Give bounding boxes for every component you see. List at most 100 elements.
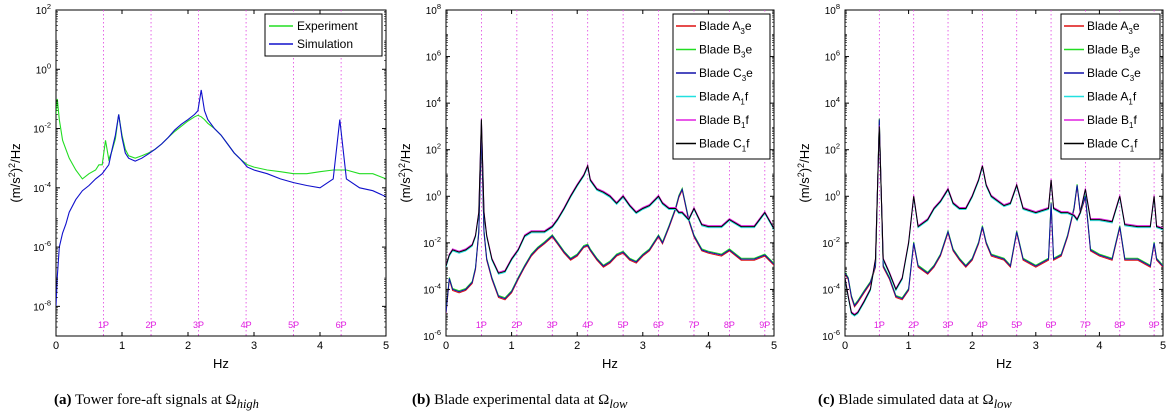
panel-b-ytick-label-2: 102 — [426, 142, 441, 157]
panel-b-ytick-exp-0: 0 — [437, 188, 441, 197]
panel-b-legend-prefix-4: Blade B — [699, 113, 741, 127]
panel-c-ytick-label-4: 104 — [825, 95, 840, 110]
panel-b-xtick-label-4: 4 — [705, 340, 711, 352]
panel-b-ytick-exp-2: 2 — [437, 142, 441, 151]
panel-b-ytick-base-2: 10 — [426, 146, 438, 157]
panel-a-ytick-label-0: 100 — [36, 61, 51, 76]
panel-a-ylabel: (m/s2)2/Hz — [7, 143, 23, 202]
panel-b-ylabel-part-3: 2 — [397, 163, 407, 168]
panel-a-ytick-base--8: 10 — [33, 302, 45, 313]
panel-b-harmonic-label-7P: 7P — [688, 320, 699, 330]
panel-c-ytick-label-6: 106 — [825, 49, 840, 64]
panel-b-plot-area — [445, 9, 775, 337]
panel-b-legend-sub-4: 1 — [741, 121, 746, 130]
panel-a-ytick-exp--6: -6 — [44, 239, 51, 248]
panel-c-ytick-base--2: 10 — [822, 239, 834, 250]
panel-b-ytick-exp--2: -2 — [434, 235, 441, 244]
panel-c-ytick-exp-6: 6 — [836, 49, 840, 58]
panel-a-ytick-base-2: 10 — [36, 6, 48, 17]
caption-a-text: Tower fore-aft signals at Ω — [74, 392, 237, 408]
panel-a-xtick-label-3: 3 — [251, 340, 257, 352]
panel-c-harmonic-label-8P: 8P — [1114, 320, 1125, 330]
panel-c-legend-suffix-4: f — [1133, 113, 1137, 127]
caption-a-label: (a) — [54, 392, 72, 408]
panel-b: 1P 2P 3P 4P 5P 6P 7P 8P 9P0 1 2 3 4 510-610-410-21001… — [397, 2, 777, 371]
panel-c-legend — [1060, 13, 1161, 160]
panel-b-legend-sub-2: 3 — [742, 74, 747, 83]
panel-c-ytick-base-6: 10 — [825, 53, 837, 64]
panel-a-harmonic-label-6P: 6P — [336, 320, 347, 330]
panel-c-harmonic-label-9P: 9P — [1149, 320, 1160, 330]
panel-b-ytick-base--2: 10 — [423, 239, 435, 250]
panel-a-ytick-base--4: 10 — [33, 184, 45, 195]
panel-c-harmonic-label-3P: 3P — [943, 320, 954, 330]
panel-a-harmonic-label-1P: 1P — [98, 320, 109, 330]
panel-c-harmonic-label-2P: 2P — [908, 320, 919, 330]
panel-c-legend-sub-3: 1 — [1128, 98, 1133, 107]
panel-b-ytick-base-0: 10 — [426, 192, 438, 203]
panel-c-legend-prefix-2: Blade C — [1087, 66, 1130, 80]
panel-b-ytick-label-4: 104 — [426, 95, 441, 110]
panel-c-ytick-exp-4: 4 — [836, 95, 840, 104]
panel-a-ytick-base--6: 10 — [33, 243, 45, 254]
panel-a-ytick-label--4: 10-4 — [33, 180, 51, 195]
caption-c: (c) Blade simulated data at Ωlow — [818, 392, 1012, 412]
panel-a-plot-area — [55, 9, 387, 337]
panel-b-ytick-label-6: 106 — [426, 49, 441, 64]
panel-c-legend-prefix-0: Blade A — [1087, 19, 1128, 33]
panel-c-legend-suffix-5: f — [1134, 137, 1138, 151]
panel-b-ylabel-part-4: /Hz — [398, 143, 413, 163]
panel-a-series-group — [56, 89, 386, 307]
panel-c-legend-label-4: Blade B1f — [1087, 113, 1137, 130]
panel-c-ytick-label-8: 108 — [825, 2, 840, 17]
panel-b-xtick-label-5: 5 — [771, 340, 777, 352]
panel-b-legend-prefix-5: Blade C — [699, 137, 742, 151]
panel-b-legend-suffix-0: e — [745, 19, 752, 33]
panel-c-ytick-base-8: 10 — [825, 6, 837, 17]
panel-b-ytick-label-0: 100 — [426, 188, 441, 203]
panel-c-harmonic-label-6P: 6P — [1046, 320, 1057, 330]
caption-c-sub: low — [993, 397, 1012, 411]
panel-b-legend-suffix-3: f — [745, 90, 749, 104]
panel-c-ytick-label--2: 10-2 — [822, 235, 840, 250]
panel-b-legend — [672, 13, 771, 160]
panel-c-harmonic-label-7P: 7P — [1080, 320, 1091, 330]
panel-b-legend-sub-1: 3 — [741, 51, 746, 60]
caption-a: (a) Tower fore-aft signals at Ωhigh — [54, 392, 259, 412]
panel-b-ylabel-part-1: 2 — [397, 172, 407, 177]
panel-b-series-group — [446, 118, 774, 314]
panel-b-ytick-exp-6: 6 — [437, 49, 441, 58]
panel-b-xlabel: Hz — [602, 356, 618, 371]
panel-b-legend-prefix-0: Blade A — [699, 19, 740, 33]
panel-a-harmonic-label-2P: 2P — [146, 320, 157, 330]
panel-c-ylabel: (m/s2)2/Hz — [796, 143, 812, 202]
panel-b-harmonic-label-2P: 2P — [511, 320, 522, 330]
panel-a-legend-label-simulation: Simulation — [297, 37, 353, 51]
panel-b-legend-sub-5: 1 — [742, 145, 747, 154]
caption-c-text: Blade simulated data at Ω — [838, 392, 994, 408]
panel-a: 1P 2P 3P 4P 5P 6P0 1 2 3 4 510-810-610-410-2100102… — [7, 2, 389, 371]
panel-b-legend-suffix-2: e — [746, 66, 753, 80]
panel-c-ytick-base--4: 10 — [822, 285, 834, 296]
panel-a-ylabel-part-2: ) — [8, 168, 23, 172]
panel-a-legend-label-experiment: Experiment — [297, 19, 358, 33]
panel-a-ytick-exp--8: -8 — [44, 298, 51, 307]
panel-b-ytick-exp--6: -6 — [434, 328, 441, 337]
panel-b-series-flap-2 — [446, 119, 774, 274]
panel-c-ylabel-part-4: /Hz — [797, 143, 812, 163]
panel-b-ytick-base--4: 10 — [423, 285, 435, 296]
panel-c-legend-sub-5: 1 — [1130, 145, 1135, 154]
panel-c-xtick-label-0: 0 — [842, 340, 848, 352]
panel-c-legend-prefix-1: Blade B — [1087, 43, 1129, 57]
panel-b-ytick-exp-8: 8 — [437, 2, 441, 11]
panel-c-ytick-exp-8: 8 — [836, 2, 840, 11]
panel-c-ytick-base--6: 10 — [822, 332, 834, 343]
caption-b: (b) Blade experimental data at Ωlow — [412, 392, 627, 412]
panel-b-legend-prefix-3: Blade A — [699, 90, 740, 104]
panel-c-legend-label-2: Blade C3e — [1087, 66, 1141, 83]
panel-b-xtick-label-0: 0 — [443, 340, 449, 352]
panel-a-xtick-label-2: 2 — [185, 340, 191, 352]
panel-c-xtick-label-1: 1 — [906, 340, 912, 352]
panel-a-xlabel: Hz — [213, 356, 229, 371]
panel-c-legend-suffix-1: e — [1133, 43, 1140, 57]
